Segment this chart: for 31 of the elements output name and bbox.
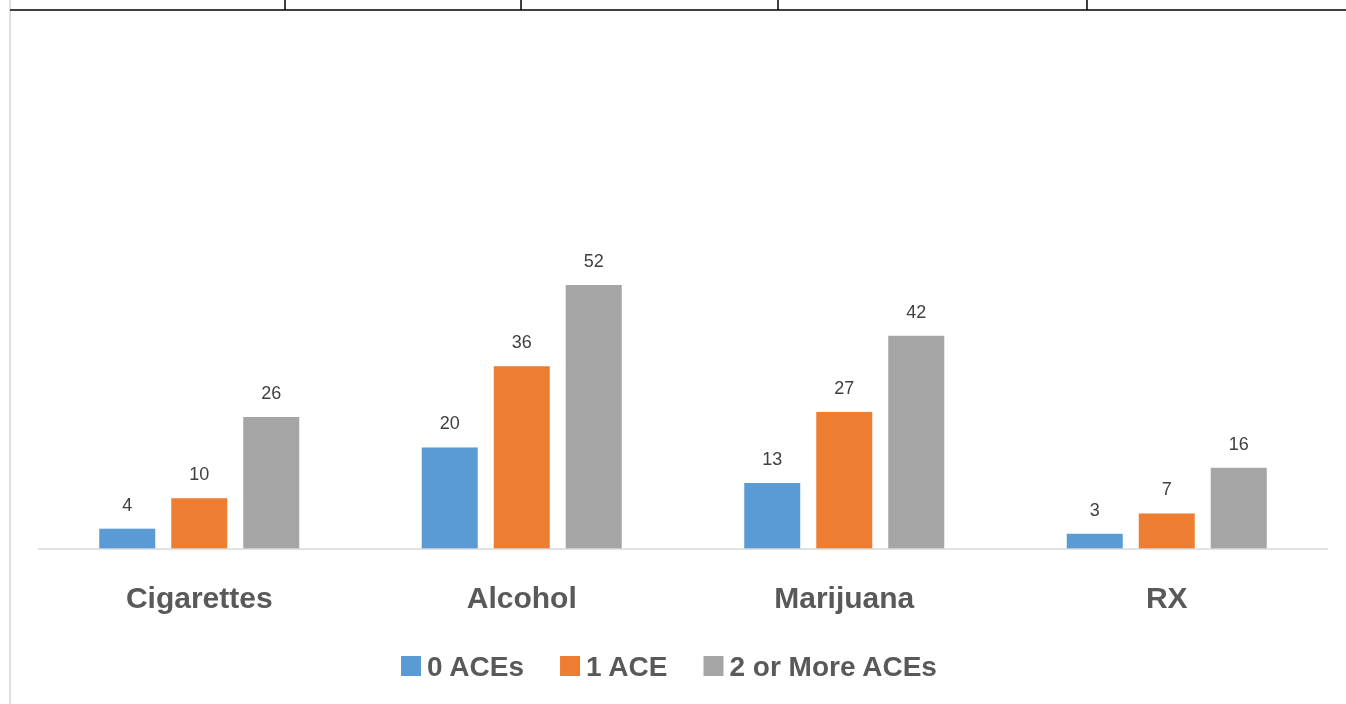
data-label: 16 (1228, 433, 1249, 454)
data-label: 36 (511, 332, 532, 353)
x-tick-label: Cigarettes (125, 581, 273, 614)
bar (1138, 513, 1195, 549)
x-tick-label: Marijuana (774, 581, 915, 614)
bar (888, 335, 945, 549)
data-label: 3 (1089, 499, 1100, 520)
bar (565, 285, 622, 549)
legend-label: 0 ACEs (427, 651, 525, 682)
bar (1210, 467, 1267, 549)
bar (421, 447, 478, 549)
bar (99, 528, 156, 549)
data-label: 27 (834, 377, 855, 398)
legend-label: 1 ACE (586, 651, 668, 682)
data-label: 20 (439, 413, 460, 434)
data-label: 52 (583, 251, 604, 271)
bar (816, 411, 873, 549)
bar (243, 417, 300, 549)
bar (744, 483, 801, 549)
data-label: 42 (906, 301, 927, 322)
bar (1066, 533, 1123, 549)
bar (493, 366, 550, 549)
data-label: 10 (189, 464, 210, 485)
data-label: 13 (762, 449, 783, 469)
x-tick-label: Alcohol (466, 581, 577, 614)
x-tick-label: RX (1145, 581, 1188, 614)
data-label: 7 (1161, 479, 1172, 500)
bar (171, 498, 228, 549)
data-label: 26 (261, 383, 282, 403)
legend-label: 2 or More ACEs (729, 651, 937, 682)
data-label: 4 (122, 494, 133, 515)
